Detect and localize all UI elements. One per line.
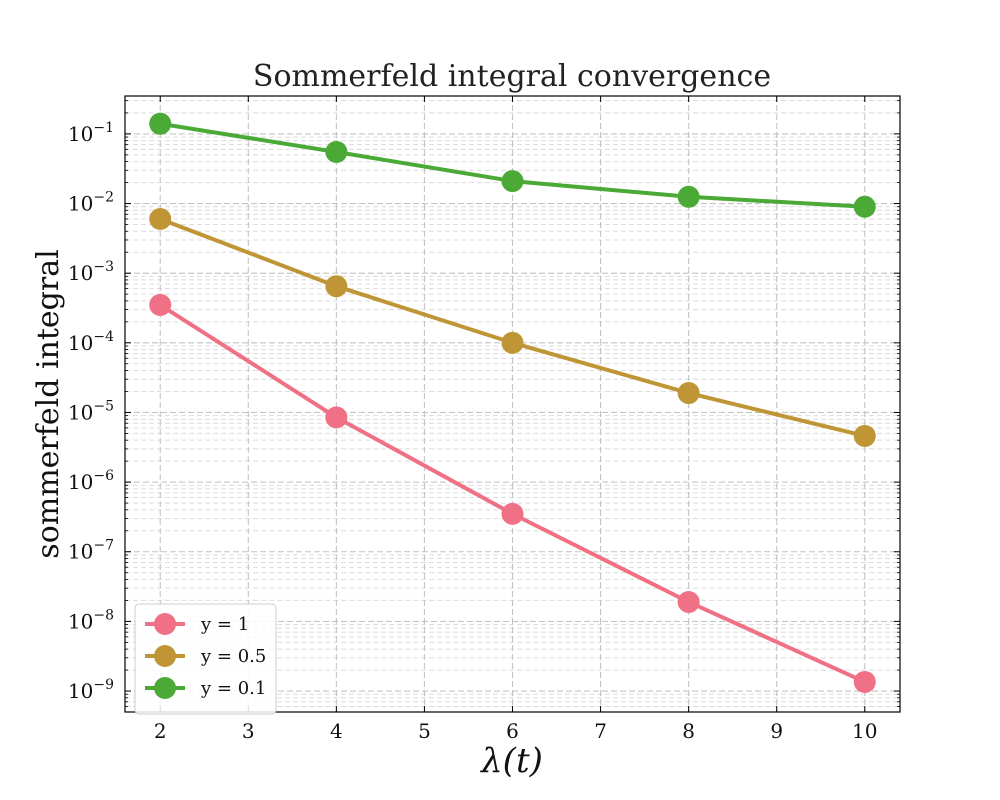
y-tick-label: 10−4 [68, 329, 114, 355]
legend-label: y = 0.1 [200, 678, 266, 699]
data-point [501, 170, 524, 193]
data-point [853, 195, 876, 218]
data-point [501, 331, 524, 354]
data-point [149, 207, 172, 230]
axis-ticks: 10−9 10−8 10−7 10−6 10−5 10−4 10−3 10−2 10−1 2 3 4 5… [68, 96, 900, 743]
y-tick-label: 10−7 [68, 538, 114, 564]
series-layer [149, 112, 876, 693]
x-tick-label: 10 [852, 719, 877, 743]
x-tick-label: 5 [418, 719, 431, 743]
chart-title: Sommerfeld integral convergence [253, 59, 771, 94]
y-tick-label: 10−6 [68, 468, 114, 494]
y-tick-label: 10−1 [68, 120, 114, 146]
y-tick-label: 10−9 [68, 677, 114, 703]
x-tick-label: 9 [770, 719, 783, 743]
legend-marker [154, 613, 176, 635]
x-tick-label: 7 [594, 719, 607, 743]
y-tick-label: 10−2 [68, 190, 114, 216]
legend-marker [154, 677, 176, 699]
legend: y = 1 y = 0.5 y = 0.1 [134, 603, 277, 715]
series-1 [149, 293, 876, 693]
legend-entry: y = 1 [145, 613, 249, 635]
data-point [149, 112, 172, 135]
legend-entry: y = 0.5 [145, 645, 266, 667]
y-tick-label: 10−3 [68, 259, 114, 285]
data-point [501, 502, 524, 525]
data-point [325, 406, 348, 429]
x-tick-label: 2 [154, 719, 167, 743]
legend-label: y = 0.5 [200, 646, 266, 667]
y-tick-label: 10−8 [68, 607, 114, 633]
x-tick-label: 8 [682, 719, 695, 743]
x-axis-label: λ(t) [479, 741, 543, 781]
legend-label: y = 1 [200, 614, 249, 635]
data-point [325, 140, 348, 163]
legend-marker [154, 645, 176, 667]
x-tick-label: 3 [242, 719, 255, 743]
y-axis-label: sommerfeld integral [31, 249, 66, 558]
data-point [853, 670, 876, 693]
legend-entry: y = 0.1 [145, 677, 266, 699]
data-point [325, 275, 348, 298]
data-point [853, 424, 876, 447]
data-point [677, 382, 700, 405]
series-3 [149, 112, 876, 218]
x-tick-label: 4 [330, 719, 343, 743]
data-point [149, 293, 172, 316]
data-point [677, 590, 700, 613]
x-tick-label: 6 [506, 719, 519, 743]
y-tick-label: 10−5 [68, 398, 114, 424]
data-point [677, 185, 700, 208]
series-2 [149, 207, 876, 447]
